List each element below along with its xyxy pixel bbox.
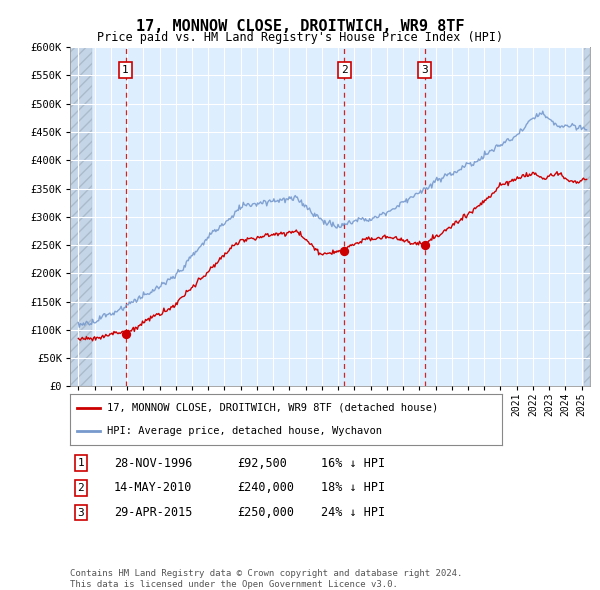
Text: 3: 3	[421, 65, 428, 75]
Text: This data is licensed under the Open Government Licence v3.0.: This data is licensed under the Open Gov…	[70, 579, 398, 589]
Text: £250,000: £250,000	[237, 506, 294, 519]
Text: 2: 2	[77, 483, 85, 493]
Text: 28-NOV-1996: 28-NOV-1996	[114, 457, 193, 470]
Text: 2: 2	[341, 65, 347, 75]
Bar	[584, 47, 590, 386]
Text: 1: 1	[122, 65, 129, 75]
Text: 1: 1	[77, 458, 85, 468]
Text: Price paid vs. HM Land Registry's House Price Index (HPI): Price paid vs. HM Land Registry's House …	[97, 31, 503, 44]
Text: 29-APR-2015: 29-APR-2015	[114, 506, 193, 519]
Text: 17, MONNOW CLOSE, DROITWICH, WR9 8TF: 17, MONNOW CLOSE, DROITWICH, WR9 8TF	[136, 19, 464, 34]
Text: 18% ↓ HPI: 18% ↓ HPI	[321, 481, 385, 494]
Text: 17, MONNOW CLOSE, DROITWICH, WR9 8TF (detached house): 17, MONNOW CLOSE, DROITWICH, WR9 8TF (de…	[107, 402, 438, 412]
Point	[121, 329, 130, 339]
Text: 14-MAY-2010: 14-MAY-2010	[114, 481, 193, 494]
Text: HPI: Average price, detached house, Wychavon: HPI: Average price, detached house, Wych…	[107, 427, 382, 437]
Point	[340, 246, 349, 255]
Bar	[70, 47, 92, 386]
Text: 24% ↓ HPI: 24% ↓ HPI	[321, 506, 385, 519]
Text: £240,000: £240,000	[237, 481, 294, 494]
Text: £92,500: £92,500	[237, 457, 287, 470]
Point	[420, 240, 430, 250]
Text: 16% ↓ HPI: 16% ↓ HPI	[321, 457, 385, 470]
Text: Contains HM Land Registry data © Crown copyright and database right 2024.: Contains HM Land Registry data © Crown c…	[70, 569, 463, 578]
Text: 3: 3	[77, 508, 85, 517]
